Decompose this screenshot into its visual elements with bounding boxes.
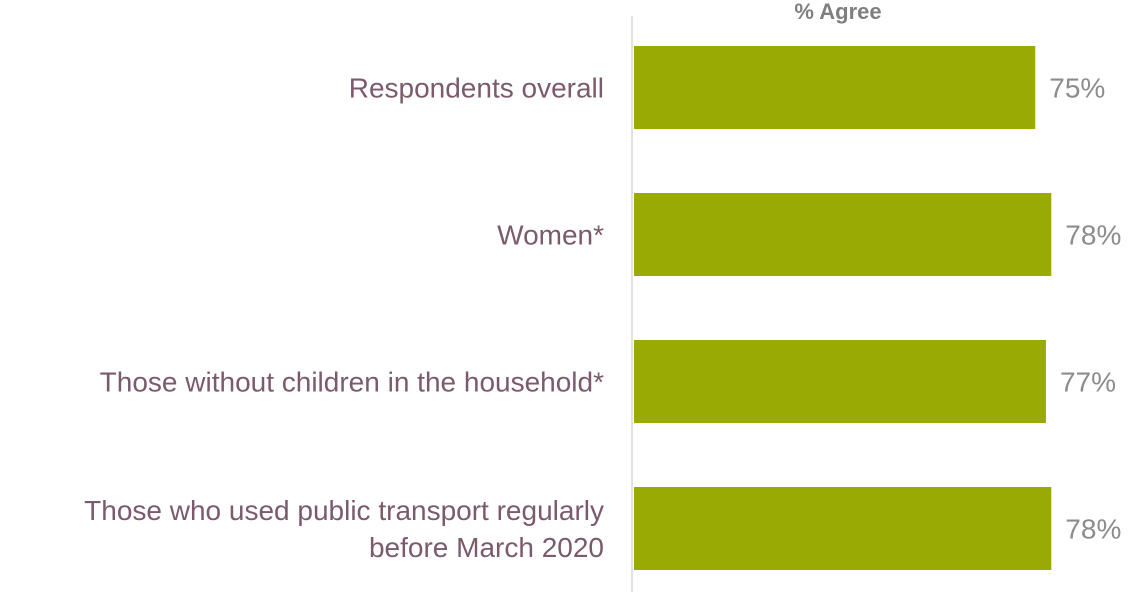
bar-3	[634, 487, 1052, 570]
bar-1	[634, 193, 1052, 276]
category-label-0: Respondents overall	[349, 73, 604, 104]
bar-2	[634, 340, 1046, 423]
category-label-line: Respondents overall	[349, 73, 604, 104]
category-label-line: before March 2020	[369, 532, 604, 563]
value-label-0: 75%	[1049, 73, 1105, 104]
category-label-line: Women*	[497, 220, 604, 251]
category-labels-layer: Respondents overall Women* Those without c…	[84, 73, 604, 564]
category-label-line: Those who used public transport regularl…	[84, 495, 604, 526]
category-label-1: Women*	[497, 220, 604, 251]
bars-layer	[634, 46, 1052, 570]
category-label-line: Those without children in the household*	[100, 367, 604, 398]
category-label-3: Those who used public transport regularl…	[84, 495, 604, 563]
bar-0	[634, 46, 1036, 129]
value-label-3: 78%	[1065, 514, 1121, 545]
value-label-2: 77%	[1060, 367, 1116, 398]
column-header: % Agree	[794, 0, 881, 24]
value-label-1: 78%	[1065, 220, 1121, 251]
value-labels-layer: 75% 78% 77% 78%	[1049, 73, 1121, 545]
category-label-2: Those without children in the household*	[100, 367, 604, 398]
